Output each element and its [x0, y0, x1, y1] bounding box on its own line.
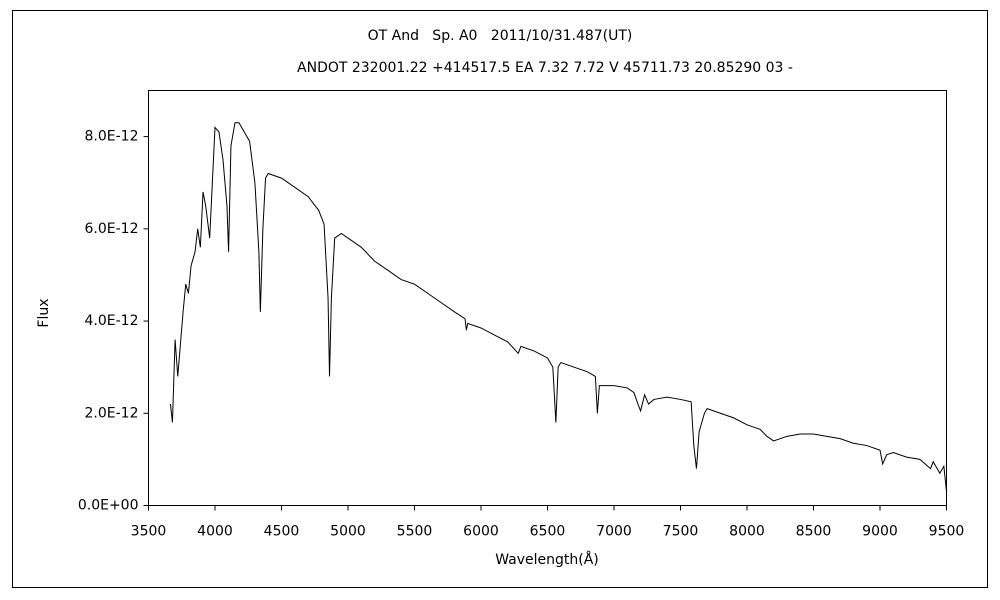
x-axis-label: Wavelength(Å) [495, 551, 599, 568]
y-tick-label: 6.0E-12 [85, 221, 139, 237]
x-tick-label: 7000 [596, 524, 632, 540]
x-tick-label: 4500 [264, 524, 300, 540]
chart-subtitle: ANDOT 232001.22 +414517.5 EA 7.32 7.72 V… [297, 60, 793, 76]
x-tick-label: 6000 [463, 524, 499, 540]
x-tick-label: 8000 [729, 524, 765, 540]
frame [12, 10, 988, 588]
chart-title: OT And Sp. A0 2011/10/31.487(UT) [368, 28, 633, 44]
x-tick-label: 9500 [929, 524, 965, 540]
x-tick-label: 8500 [796, 524, 832, 540]
x-tick-label: 3500 [131, 524, 167, 540]
y-tick-label: 8.0E-12 [85, 129, 139, 145]
x-tick-label: 5500 [397, 524, 433, 540]
x-tick-label: 6500 [530, 524, 566, 540]
x-tick-label: 9000 [862, 524, 898, 540]
x-tick-label: 7500 [663, 524, 699, 540]
y-tick-label: 2.0E-12 [85, 405, 139, 421]
y-tick-label: 0.0E+00 [78, 498, 139, 514]
spectrum-line [169, 122, 947, 492]
y-tick-label: 4.0E-12 [85, 313, 139, 329]
y-axis-label: Flux [36, 298, 52, 327]
x-tick-label: 4000 [197, 524, 233, 540]
x-tick-label: 5000 [330, 524, 366, 540]
